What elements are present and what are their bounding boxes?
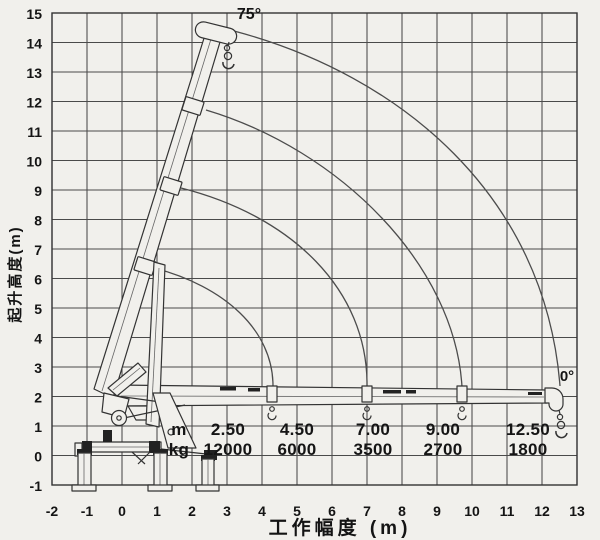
capacity-value: 6000 (277, 440, 317, 459)
radius-value: 7.00 (355, 420, 391, 439)
y-tick-label: 10 (26, 154, 42, 170)
y-tick-label: 12 (26, 95, 42, 111)
radius-value: 9.00 (425, 420, 461, 439)
x-tick-label: 10 (464, 503, 480, 519)
x-axis-title: 工作幅度 (m) (268, 518, 412, 539)
y-tick-label: 7 (34, 242, 42, 258)
envelope-arc-1 (153, 267, 274, 387)
radius-value: 2.50 (210, 420, 246, 439)
x-tick-label: 5 (293, 503, 301, 519)
boom-raised-head (194, 21, 238, 45)
x-tick-label: 0 (118, 503, 126, 519)
y-tick-label: 11 (27, 124, 42, 140)
y-tick-label: 15 (26, 6, 42, 22)
pedestal (152, 392, 197, 449)
x-tick-label: 8 (398, 503, 406, 519)
load-table-radius-row-label: m (171, 420, 187, 439)
section-mark-4-5m (266, 385, 278, 421)
envelope-arc-2 (180, 187, 368, 387)
x-tick-label: 2 (188, 503, 196, 519)
boom-tip-head (544, 387, 564, 412)
radius-value: 12.50 (505, 420, 551, 439)
x-tick-label: 6 (328, 503, 336, 519)
x-tick-label: 1 (153, 503, 161, 519)
y-tick-label: 3 (34, 360, 42, 376)
capacity-value: 3500 (353, 440, 393, 459)
x-tick-label: 12 (534, 503, 550, 519)
outrigger-foot (71, 484, 97, 492)
outrigger-foot (147, 484, 173, 492)
capacity-value: 2700 (423, 440, 463, 459)
load-table-capacity-row-label: kg (168, 440, 190, 459)
boom-raised (93, 21, 238, 428)
y-tick-label: 1 (34, 419, 42, 435)
boom-angle-0-label: 0° (559, 368, 575, 385)
crane-drawing (71, 21, 568, 492)
grid (51, 12, 578, 486)
envelope-arc-3 (205, 109, 463, 388)
capacity-value: 1800 (508, 440, 548, 459)
hook-icon (555, 409, 568, 439)
capacity-value: 12000 (203, 440, 253, 459)
y-tick-label: -1 (30, 478, 43, 494)
radius-value: 4.50 (279, 420, 315, 439)
x-tick-label: 4 (258, 503, 266, 519)
y-tick-label: 14 (26, 36, 42, 52)
y-tick-label: 4 (34, 331, 42, 347)
boom-collar-3 (181, 96, 205, 116)
x-tick-label: 13 (569, 503, 585, 519)
outrigger-leg-right (195, 455, 220, 492)
lift-cylinder (145, 261, 166, 428)
working-envelope-arcs (153, 30, 561, 388)
axis-ticks: -2 -1 0 1 2 3 4 5 6 7 8 9 10 11 12 13-10123456789101112… (26, 6, 585, 519)
section-mark-7m (361, 385, 373, 421)
section-mark-9m (456, 385, 468, 421)
x-tick-label: 11 (500, 503, 515, 519)
x-tick-label: -1 (81, 503, 94, 519)
y-tick-label: 13 (26, 65, 42, 81)
plot-border (51, 12, 578, 486)
y-axis-title: 起升高度(m) (7, 225, 24, 323)
y-tick-label: 9 (34, 183, 42, 199)
y-tick-label: 0 (34, 449, 42, 465)
outrigger-foot (195, 484, 220, 492)
hook-icon (222, 41, 235, 70)
x-tick-label: 3 (223, 503, 231, 519)
boom-collar-2 (159, 176, 183, 196)
outrigger-leg-middle (147, 449, 173, 492)
outrigger-leg-left (71, 449, 97, 492)
envelope-arc-4 (233, 30, 561, 387)
y-tick-label: 2 (34, 390, 42, 406)
x-tick-label: 9 (433, 503, 441, 519)
boom-angle-75-label: 75° (236, 6, 262, 23)
y-tick-label: 8 (34, 213, 42, 229)
x-tick-label: 7 (363, 503, 371, 519)
x-tick-label: -2 (46, 503, 59, 519)
y-tick-label: 5 (34, 301, 42, 317)
y-tick-label: 6 (34, 272, 42, 288)
